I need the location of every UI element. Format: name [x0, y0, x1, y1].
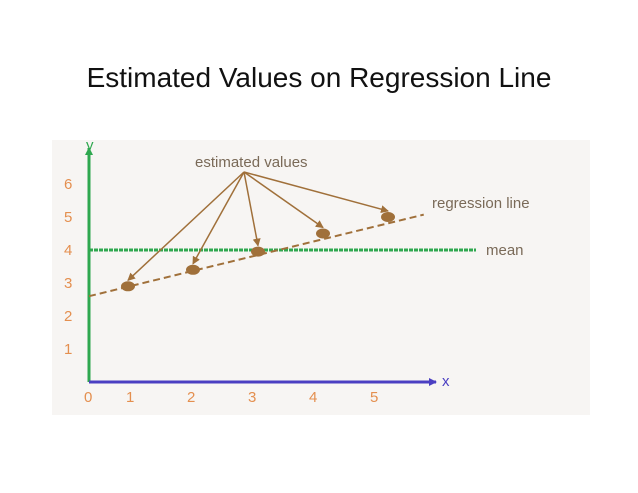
x-tick-label: 1	[126, 389, 134, 406]
estimated-value-arrow	[192, 171, 245, 265]
y-tick-label: 6	[64, 176, 72, 193]
regression-line	[88, 213, 424, 298]
x-axis-label: x	[442, 373, 450, 390]
estimated-value-arrow	[243, 171, 389, 214]
x-tick-label: 3	[248, 389, 256, 406]
y-axis-label: y	[86, 137, 94, 154]
x-tick-label: 2	[187, 389, 195, 406]
y-tick-label: 1	[64, 341, 72, 358]
estimated-value-point	[121, 281, 135, 292]
estimated-value-arrow	[127, 171, 245, 281]
x-tick-label: 0	[84, 389, 92, 406]
mean-annotation: mean	[486, 242, 524, 259]
estimated-values-annotation: estimated values	[195, 154, 308, 171]
regression-line-annotation: regression line	[432, 195, 530, 212]
estimated-value-arrow	[243, 171, 261, 247]
slide-title: Estimated Values on Regression Line	[86, 62, 552, 93]
estimated-value-point	[251, 246, 265, 257]
x-tick-label: 4	[309, 389, 317, 406]
y-tick-label: 4	[64, 242, 72, 259]
y-tick-label: 3	[64, 275, 72, 292]
y-tick-label: 2	[64, 308, 72, 325]
estimated-value-point	[316, 228, 330, 239]
estimated-value-arrow	[243, 171, 324, 229]
estimated-value-point	[381, 212, 395, 222]
estimated-value-point	[186, 264, 200, 275]
x-tick-label: 5	[370, 389, 378, 406]
chart-panel	[52, 140, 590, 415]
y-tick-label: 5	[64, 209, 72, 226]
